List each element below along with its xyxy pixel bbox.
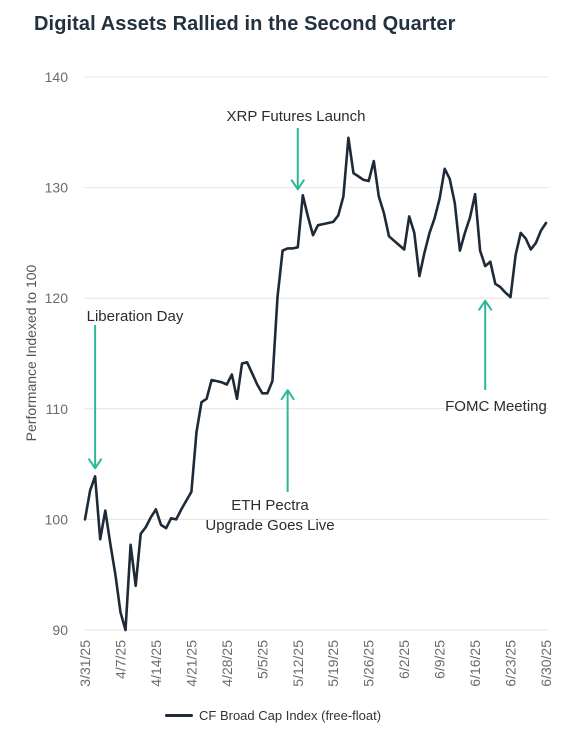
annotation: Liberation Day <box>87 308 184 470</box>
annotation-arrow-head <box>478 299 493 311</box>
x-tick-labels: 3/31/25 4/7/25 4/14/25 4/21/25 4/28/25 5/5/25… <box>77 640 554 687</box>
annotation: XRP Futures Launch <box>227 108 366 191</box>
x-tick-label: 6/23/25 <box>503 640 519 687</box>
y-tick-label: 110 <box>46 401 69 417</box>
x-tick-label: 4/7/25 <box>112 640 128 679</box>
annotation-label: Liberation Day <box>87 308 184 325</box>
x-tick-label: 6/30/25 <box>538 640 554 687</box>
annotation-arrow-head <box>88 458 103 470</box>
y-tick-labels: 90 100 110 120 130 140 <box>45 69 69 638</box>
y-tick-label: 120 <box>45 290 69 306</box>
legend: CF Broad Cap Index (free-float) <box>165 708 381 723</box>
annotation-label: FOMC Meeting <box>445 398 547 415</box>
legend-swatch <box>165 714 193 717</box>
x-tick-label: 3/31/25 <box>77 640 93 687</box>
x-tick-label: 4/21/25 <box>183 640 199 687</box>
series-lines <box>83 136 548 632</box>
y-tick-label: 100 <box>45 511 69 527</box>
x-tick-label: 5/12/25 <box>290 640 306 687</box>
x-tick-label: 4/14/25 <box>148 640 164 687</box>
x-tick-label: 5/26/25 <box>361 640 377 687</box>
gridlines <box>84 76 549 631</box>
annotations: Liberation Day XRP Futures Launch ETH Pect… <box>87 108 547 534</box>
annotation-label: XRP Futures Launch <box>227 108 366 125</box>
annotation-arrow-head <box>290 179 305 191</box>
x-tick-label: 4/28/25 <box>219 640 235 687</box>
y-tick-label: 130 <box>45 180 69 196</box>
annotation-label: ETH Pectra <box>231 497 309 514</box>
x-tick-label: 6/16/25 <box>467 640 483 687</box>
annotation: FOMC Meeting <box>445 299 547 415</box>
y-tick-label: 140 <box>45 69 69 85</box>
chart-title: Digital Assets Rallied in the Second Qua… <box>34 13 456 35</box>
y-axis-label: Performance Indexed to 100 <box>23 264 39 441</box>
x-tick-label: 5/5/25 <box>254 640 270 679</box>
annotation-label: Upgrade Goes Live <box>205 517 334 534</box>
annotation-arrow-head <box>280 389 295 401</box>
legend-label: CF Broad Cap Index (free-float) <box>199 708 382 723</box>
x-tick-label: 6/9/25 <box>432 640 448 679</box>
series-line <box>83 136 548 632</box>
x-tick-label: 6/2/25 <box>396 640 412 679</box>
x-tick-label: 5/19/25 <box>325 640 341 687</box>
y-tick-label: 90 <box>52 622 68 638</box>
annotation: ETH Pectra Upgrade Goes Live <box>205 389 335 534</box>
